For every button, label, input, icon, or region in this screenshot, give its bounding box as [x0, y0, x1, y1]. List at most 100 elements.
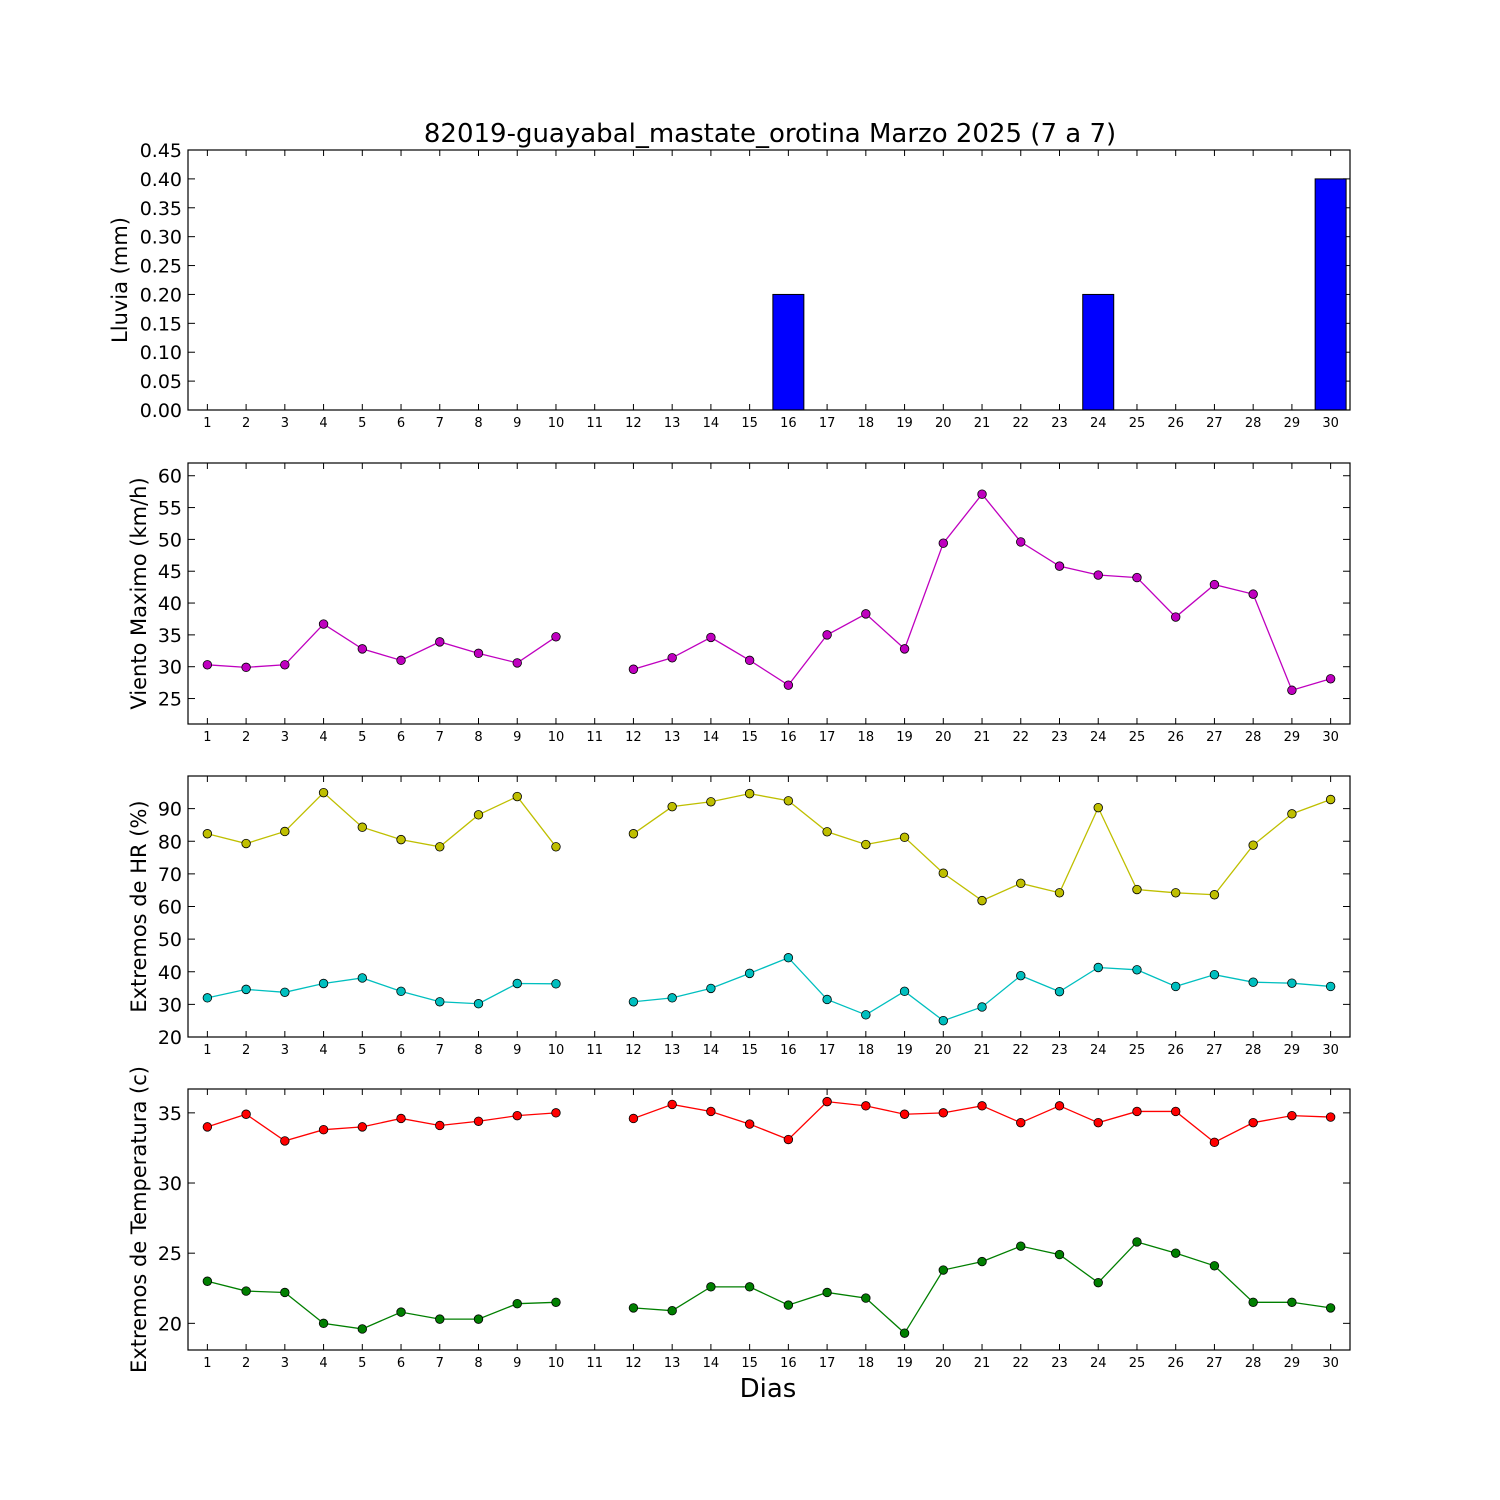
y-tick-label: 35 — [158, 1103, 182, 1125]
data-point — [977, 1002, 987, 1012]
x-tick-label: 23 — [1051, 416, 1068, 431]
data-point — [202, 829, 213, 839]
x-tick-label: 17 — [819, 416, 836, 431]
data-point — [435, 842, 445, 852]
series-2 — [202, 953, 1336, 1026]
x-tick-label: 12 — [625, 1356, 642, 1371]
data-point — [667, 1099, 677, 1110]
x-tick-label: 13 — [664, 1356, 681, 1371]
data-point — [1287, 1297, 1297, 1307]
data-point — [512, 1110, 522, 1121]
data-point — [1325, 981, 1336, 992]
data-point — [744, 788, 755, 799]
data-point — [473, 648, 484, 659]
data-point — [977, 895, 987, 906]
y-tick-label: 0.30 — [140, 227, 182, 249]
x-tick-label: 24 — [1090, 1356, 1107, 1371]
plot-frame — [187, 1088, 1351, 1351]
x-tick-label: 4 — [319, 1356, 327, 1371]
data-point — [241, 662, 251, 673]
data-point — [1248, 1297, 1258, 1307]
data-point — [551, 842, 561, 852]
series-line — [207, 623, 557, 668]
data-point — [822, 827, 832, 837]
data-point — [977, 489, 987, 499]
x-tick-label: 10 — [548, 1043, 565, 1058]
data-point — [357, 822, 368, 832]
data-point — [783, 1134, 794, 1145]
x-tick-label: 13 — [664, 730, 681, 745]
x-tick-label: 2 — [242, 1356, 250, 1371]
x-tick-label: 22 — [1012, 1356, 1029, 1371]
y-tick-label: 70 — [158, 864, 182, 886]
x-tick-label: 11 — [586, 416, 603, 431]
data-point — [1325, 794, 1336, 805]
data-point — [1170, 612, 1181, 622]
data-point — [1016, 878, 1026, 889]
x-tick-label: 5 — [358, 1043, 366, 1058]
data-point — [1016, 1241, 1026, 1251]
data-point — [473, 1314, 484, 1324]
data-point — [744, 968, 755, 979]
data-point — [473, 810, 484, 820]
data-point — [938, 538, 949, 548]
x-tick-label: 30 — [1322, 1043, 1339, 1058]
data-point — [357, 973, 368, 983]
x-tick-label: 12 — [625, 416, 642, 431]
x-tick-label: 25 — [1129, 416, 1146, 431]
data-point — [1209, 1137, 1220, 1148]
data-point — [938, 868, 949, 878]
data-point — [822, 994, 832, 1005]
y-tick-label: 80 — [158, 831, 182, 853]
data-point — [706, 983, 716, 994]
data-point — [1209, 579, 1220, 590]
x-tick-label: 13 — [664, 1043, 681, 1058]
x-tick-label: 23 — [1051, 1356, 1068, 1371]
x-tick-label: 16 — [780, 1356, 797, 1371]
chart-title: 82019-guayabal_mastate_orotina Marzo 202… — [424, 119, 1116, 149]
data-point — [822, 1287, 832, 1298]
x-tick-label: 16 — [780, 1043, 797, 1058]
data-point — [1016, 970, 1026, 981]
data-point — [1248, 589, 1258, 599]
data-point — [861, 1010, 871, 1020]
x-tick-label: 25 — [1129, 1356, 1146, 1371]
data-point — [977, 1256, 987, 1267]
x-tick-label: 16 — [780, 730, 797, 745]
x-tick-label: 21 — [974, 1043, 991, 1058]
data-point — [512, 978, 522, 989]
data-point — [861, 1101, 871, 1111]
x-tick-label: 10 — [548, 730, 565, 745]
x-tick-label: 29 — [1284, 416, 1301, 431]
plot-frame — [187, 775, 1351, 1038]
x-tick-label: 2 — [242, 730, 250, 745]
data-point — [1248, 977, 1258, 987]
data-point — [396, 1307, 406, 1317]
y-tick-label: 0.00 — [140, 400, 182, 422]
x-tick-label: 26 — [1167, 730, 1184, 745]
x-tick-label: 1 — [203, 1043, 211, 1058]
data-point — [512, 658, 522, 668]
x-tick-label: 19 — [896, 1356, 913, 1371]
y-tick-label: 30 — [158, 994, 182, 1016]
y-tick-label: 55 — [158, 498, 182, 520]
data-point — [1054, 986, 1065, 997]
x-tick-label: 13 — [664, 416, 681, 431]
y-tick-label: 0.40 — [140, 169, 182, 191]
y-tick-label: 40 — [158, 962, 182, 984]
data-point — [938, 1108, 949, 1118]
y-axis-label: Lluvia (mm) — [108, 217, 132, 343]
x-tick-label: 4 — [319, 730, 327, 745]
data-point — [628, 1113, 639, 1124]
data-point — [396, 655, 406, 666]
x-tick-label: 20 — [935, 730, 952, 745]
x-tick-label: 3 — [281, 730, 289, 745]
x-tick-label: 21 — [974, 416, 991, 431]
data-point — [357, 1324, 368, 1334]
x-tick-label: 9 — [513, 1043, 521, 1058]
data-point — [1132, 884, 1142, 895]
bar — [1314, 178, 1347, 411]
x-tick-label: 9 — [513, 416, 521, 431]
